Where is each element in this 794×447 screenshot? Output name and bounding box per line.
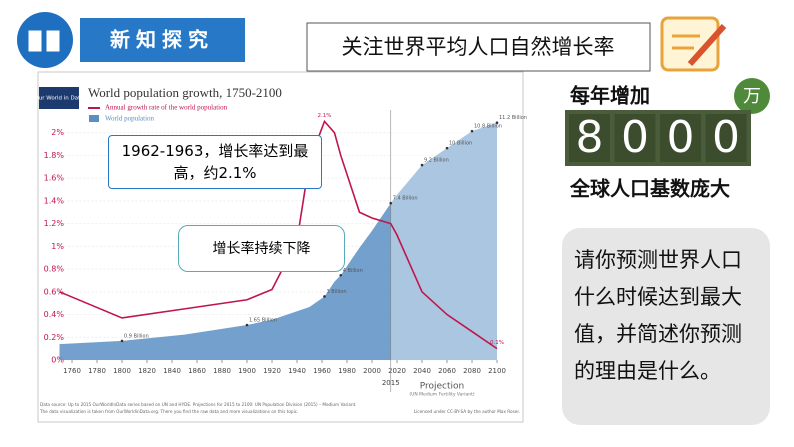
increase-unit: 万	[743, 86, 761, 107]
population-point	[339, 273, 343, 277]
y-tick-label: 0%	[51, 356, 64, 365]
footnote: Data source: Up to 2015 OurWorldInData s…	[40, 402, 357, 407]
population-label: 7.4 Billion	[393, 196, 418, 202]
population-point	[120, 339, 124, 343]
book-icon	[27, 29, 61, 53]
heading-box	[306, 22, 651, 72]
section-banner	[80, 18, 245, 62]
x-tick-label: 2100	[488, 367, 506, 375]
x-tick-label: 1780	[88, 367, 106, 375]
question-box: 请你预测世界人口什么时候达到最大值，并简述你预测的理由是什么。	[562, 228, 770, 425]
section-title: 新知探究	[110, 28, 214, 52]
x-tick-label: 2000	[363, 367, 381, 375]
population-point	[445, 146, 449, 150]
y-tick-label: 2%	[51, 128, 64, 137]
population-label: 1.65 Billion	[249, 318, 277, 324]
heading: 关注世界平均人口自然增长率	[342, 35, 615, 59]
x-tick-label: 1800	[113, 367, 131, 375]
x-tick-label: 1940	[288, 367, 306, 375]
chart-title: World population growth, 1750-2100	[88, 85, 282, 100]
population-point	[245, 323, 249, 327]
population-label: 10 Billion	[449, 141, 472, 147]
pencil-icon	[687, 23, 727, 67]
unit-badge	[734, 78, 770, 114]
footnote: The data visualization is taken from Our…	[39, 409, 298, 414]
y-tick-label: 1%	[51, 242, 64, 251]
x-tick-label: 1900	[238, 367, 256, 375]
digit-cell	[569, 114, 610, 162]
population-label: 0.9 Billion	[124, 333, 149, 339]
logo-bg	[39, 87, 79, 109]
x-tick-label: 1820	[138, 367, 156, 375]
y-tick-label: 1.8%	[44, 151, 65, 160]
book-icon-bg	[17, 12, 73, 68]
population-label: 11.2 Billion	[499, 115, 527, 121]
population-label: 4 Billion	[343, 268, 363, 274]
y-tick-label: 0.8%	[44, 265, 65, 274]
x-tick-label: 1880	[213, 367, 231, 375]
x-tick-label: 2040	[413, 367, 431, 375]
digit: 8	[576, 112, 604, 163]
y-tick-label: 1.6%	[44, 174, 65, 183]
projection-label: Projection	[420, 382, 465, 392]
legend-label: World population	[105, 115, 155, 123]
x-tick-label: 1860	[188, 367, 206, 375]
increase-note: 全球人口基数庞大	[569, 177, 730, 201]
peak-callout: 1962-1963，增长率达到最高，约2.1%	[108, 135, 322, 189]
projection-year: 2015	[382, 379, 400, 387]
x-tick-label: 1840	[163, 367, 181, 375]
digit: 0	[667, 112, 695, 163]
y-tick-label: 1.2%	[44, 219, 65, 228]
population-label: 10.8 Billion	[474, 124, 502, 130]
legend-swatch	[89, 115, 99, 122]
digit-cell	[614, 114, 656, 162]
growth-line	[59, 119, 498, 350]
x-tick-label: 1920	[263, 367, 281, 375]
y-tick-label: 1.4%	[44, 196, 65, 205]
logo: Our World in Data	[34, 96, 83, 102]
population-point	[389, 201, 393, 205]
decline-callout: 增长率持续下降	[178, 225, 345, 272]
y-tick-label: 0.6%	[44, 287, 65, 296]
legend-label: Annual growth rate of the world populati…	[105, 104, 228, 112]
y-tick-label: 0.4%	[44, 310, 65, 319]
y-tick-label: 0.2%	[44, 333, 65, 342]
x-tick-label: 1760	[63, 367, 81, 375]
digit-cell	[660, 114, 701, 162]
population-point	[420, 163, 424, 167]
population-point	[495, 121, 499, 125]
population-point	[323, 295, 326, 298]
population-label: 3 Billion	[327, 289, 347, 295]
projection-shade	[390, 105, 497, 360]
digit: 0	[712, 112, 740, 163]
x-tick-label: 2080	[463, 367, 481, 375]
growth-label: 2.1%	[318, 113, 332, 119]
x-tick-label: 2020	[388, 367, 406, 375]
digit-cell	[705, 114, 747, 162]
population-area	[59, 122, 497, 361]
x-tick-label: 1960	[313, 367, 331, 375]
population-label: 9.2 Billion	[424, 158, 449, 164]
projection-note: (UN Medium Fertility Variant)	[409, 392, 475, 398]
license: Licensed under CC-BY-SA by the author Ma…	[414, 409, 520, 414]
x-tick-label: 2060	[438, 367, 456, 375]
x-tick-label: 1980	[338, 367, 356, 375]
increase-prefix: 每年增加	[570, 84, 650, 108]
note-icon	[660, 16, 720, 72]
digit: 0	[621, 112, 649, 163]
population-point	[470, 129, 474, 133]
growth-label: 0.1%	[490, 340, 504, 346]
